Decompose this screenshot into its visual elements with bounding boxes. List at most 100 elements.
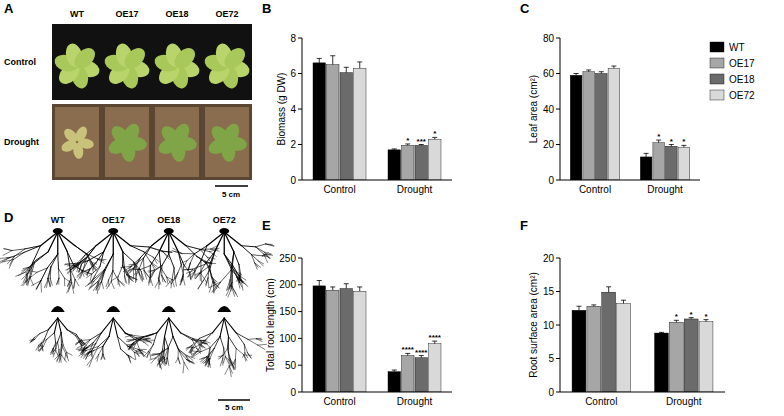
root [133,258,140,269]
root [224,318,228,337]
root [150,266,151,278]
y-tick-label: 6 [290,68,296,79]
root [40,346,42,351]
legend-swatch [710,90,724,100]
root [178,349,179,358]
root [37,281,41,289]
root [61,333,63,345]
root [12,249,25,251]
root [27,262,33,274]
column-label: WT [51,215,65,225]
error-cap [621,300,626,301]
root [103,354,105,359]
root [113,232,123,252]
root [228,287,232,297]
root [144,342,149,345]
root [57,354,61,361]
root [152,232,169,246]
root [149,345,154,352]
root [10,252,24,257]
root [168,232,169,254]
root [62,355,67,362]
root [98,270,104,282]
root [94,270,105,281]
root [84,352,91,357]
root [189,263,191,270]
root [44,278,48,287]
panel-letter: B [262,1,271,16]
root [72,283,74,294]
root [47,254,57,268]
root [225,357,228,363]
y-tick-label: 20 [543,139,555,150]
y-tick-label: 4 [290,104,296,115]
x-tick-label: Control [579,184,611,195]
root [79,265,82,272]
root [235,348,237,359]
root [159,361,161,368]
root [229,366,231,377]
root [27,274,28,282]
y-tick [556,109,560,110]
root [155,280,159,287]
root [50,278,52,285]
error-bar [659,332,664,334]
root [182,275,184,282]
root [21,277,29,286]
bar [402,356,415,392]
root [258,261,263,266]
x-axis [560,392,725,393]
error-cap [330,286,335,287]
error-cap [591,304,596,305]
root [89,357,93,366]
error-bar [344,67,349,72]
root [163,348,165,357]
root [143,258,145,270]
root [201,274,207,283]
leaf [221,44,249,72]
root [266,244,274,246]
root [224,348,226,357]
y-tick-label: 40 [543,104,555,115]
root [252,255,259,261]
legend-label: OE72 [729,90,755,101]
root [53,349,54,355]
photo-background [52,104,252,180]
error-cap [344,283,349,284]
root [98,337,109,347]
root [183,277,185,286]
root [67,330,76,335]
error-bar [591,305,596,306]
root [149,270,154,272]
root [262,254,271,256]
chart-panel: C020406080Leaf area (cm²)***ControlDroug… [520,1,755,195]
significance: **** [415,348,428,357]
root [39,339,45,345]
x-axis [560,180,700,181]
root [224,254,232,265]
root [159,252,161,268]
root [236,333,244,344]
root [159,357,163,362]
root [125,335,132,337]
root [118,280,124,285]
figure: B02468Biomass (g DW)*****ControlDroughtC… [0,0,784,416]
root [75,246,87,254]
error-line [623,300,624,303]
root [238,274,242,281]
root [191,271,196,278]
root [112,254,113,271]
root [214,282,220,291]
root [77,271,83,276]
significance-labels: *** [657,132,686,146]
x-tick-label: Control [323,184,355,195]
column-label: OE18 [157,215,180,225]
root [4,249,12,251]
y-tick [298,338,302,339]
root [178,358,180,364]
root [63,345,67,352]
legend-swatch [710,58,724,68]
root [26,274,28,285]
root [95,267,100,276]
bar [570,75,582,180]
